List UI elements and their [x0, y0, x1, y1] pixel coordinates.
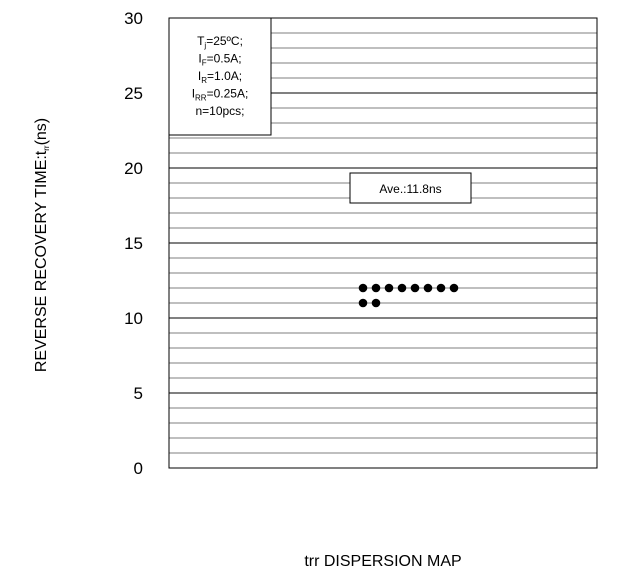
- data-point: [358, 298, 368, 308]
- data-point: [397, 283, 407, 293]
- data-point: [436, 283, 446, 293]
- condition-line: IRR=0.25A;: [192, 87, 249, 103]
- conditions-frame: [168, 17, 272, 136]
- y-axis-title: REVERSE RECOVERY TIME:trr(ns): [33, 118, 51, 372]
- y-tick-label: 15: [124, 234, 143, 253]
- average-label: Ave.:11.8ns: [379, 182, 441, 196]
- test-conditions-box: Tj=25ºC; IF=0.5A;IR=1.0A; IRR=0.25A;n=10pc…: [168, 17, 272, 136]
- average-box: Ave.:11.8ns: [349, 172, 472, 204]
- y-tick-label: 5: [134, 384, 143, 403]
- y-tick-labels: 0 5 10 15 20 25 30: [124, 9, 143, 478]
- average-frame: [349, 172, 472, 204]
- data-point: [371, 298, 381, 308]
- data-point: [449, 283, 459, 293]
- y-tick-label: 20: [124, 159, 143, 178]
- data-point: [371, 283, 381, 293]
- data-point: [358, 283, 368, 293]
- condition-line: n=10pcs;: [195, 104, 244, 118]
- x-axis-title: trr DISPERSION MAP: [304, 553, 461, 570]
- data-point: [410, 283, 420, 293]
- condition-line: IF=0.5A;: [198, 52, 241, 68]
- y-tick-label: 25: [124, 84, 143, 103]
- y-tick-label: 30: [124, 9, 143, 28]
- plot-frame: [168, 17, 598, 469]
- condition-line: IR=1.0A;: [198, 69, 242, 85]
- y-tick-label: 10: [124, 309, 143, 328]
- data-points: [358, 283, 459, 308]
- condition-line: Tj=25ºC;: [197, 34, 243, 50]
- data-point: [384, 283, 394, 293]
- y-tick-label: 0: [134, 459, 143, 478]
- data-point: [423, 283, 433, 293]
